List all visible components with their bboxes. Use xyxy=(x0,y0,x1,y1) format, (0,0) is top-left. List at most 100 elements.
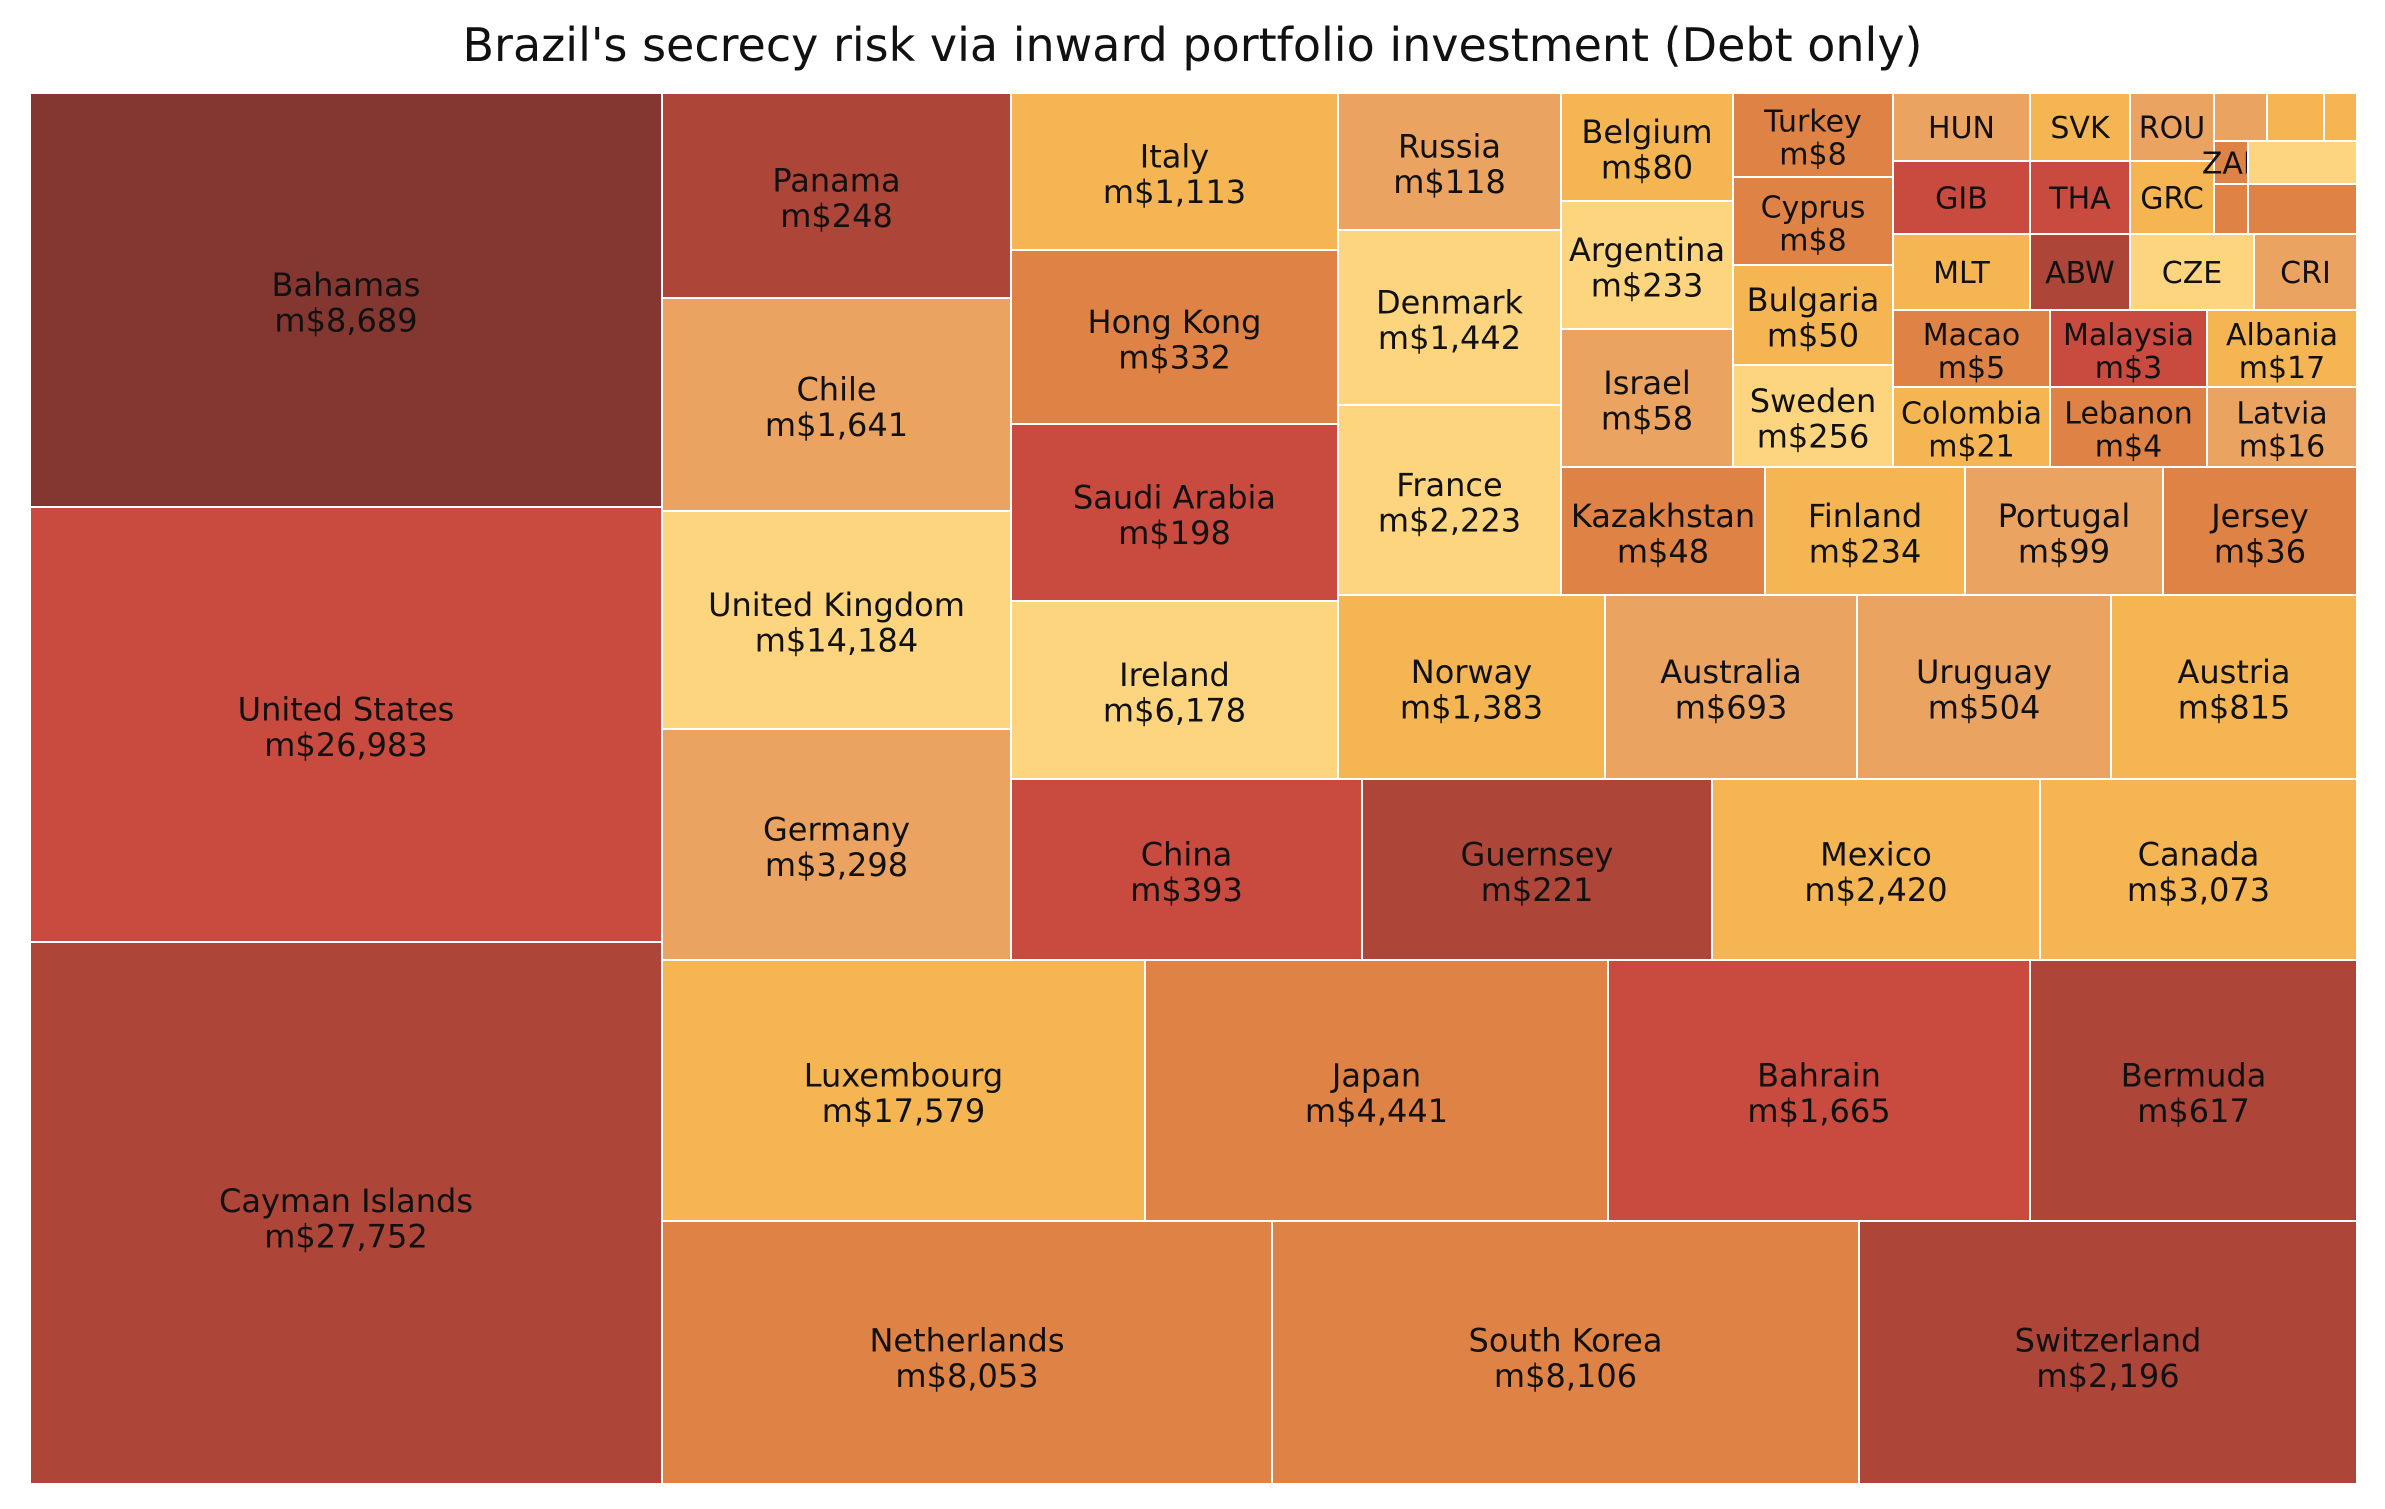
tile-value: m$21 xyxy=(1928,429,2014,464)
tile-value: m$16 xyxy=(2239,429,2325,464)
tile-rect xyxy=(661,510,1012,730)
tile-rect xyxy=(2129,233,2255,311)
tile-rect xyxy=(2110,594,2357,780)
tile-rect xyxy=(1560,200,1734,330)
tile-unlabeled-58 xyxy=(2266,93,2325,142)
tile-rect xyxy=(30,941,663,1483)
tile-rect xyxy=(1892,160,2031,235)
tile-label: Germany xyxy=(763,811,910,849)
tile-label: SVK xyxy=(2050,111,2111,146)
tile-label: Italy xyxy=(1140,138,1209,176)
tile-value: m$1,641 xyxy=(765,406,908,444)
tile-label: Malaysia xyxy=(2063,318,2194,353)
tile-label: MLT xyxy=(1933,256,1990,291)
tile-value: m$99 xyxy=(2018,532,2110,570)
tile-value: m$2,420 xyxy=(1804,871,1947,909)
tile-value: m$2,223 xyxy=(1378,501,1521,539)
tile-value: m$2,196 xyxy=(2036,1357,2179,1395)
tile-value: m$198 xyxy=(1118,514,1231,552)
tile-label: ABW xyxy=(2045,256,2115,291)
tile-value: m$1,113 xyxy=(1103,173,1246,211)
tile-rect xyxy=(2247,183,2357,235)
tile-label: Luxembourg xyxy=(804,1057,1003,1095)
tile-value: m$27,752 xyxy=(264,1217,428,1255)
tile-tha: THA xyxy=(2029,160,2131,235)
tile-grc: GRC xyxy=(2129,160,2215,235)
tile-label: Lebanon xyxy=(2064,396,2192,431)
tile-rect xyxy=(661,297,1012,512)
tile-label: United States xyxy=(238,691,455,729)
tile-value: m$50 xyxy=(1767,316,1859,354)
tile-label: Macao xyxy=(1923,318,2021,353)
tile-value: m$3,073 xyxy=(2127,871,2270,909)
tile-rect xyxy=(30,506,663,943)
tile-rect xyxy=(1604,594,1858,780)
tile-label: Jersey xyxy=(2209,497,2309,535)
tile-value: m$118 xyxy=(1393,163,1506,201)
tile-value: m$815 xyxy=(2178,688,2291,726)
tile-label: Albania xyxy=(2226,318,2338,353)
tile-value: m$58 xyxy=(1601,399,1693,437)
tile-label: Uruguay xyxy=(1916,653,2052,691)
tile-label: Hong Kong xyxy=(1088,303,1262,341)
tile-value: m$17,579 xyxy=(822,1092,986,1130)
tile-value: m$1,665 xyxy=(1747,1092,1890,1130)
tile-label: Canada xyxy=(2138,836,2260,874)
tile-label: Kazakhstan xyxy=(1571,497,1755,535)
tile-label: Portugal xyxy=(1998,497,2131,535)
tile-label: Guernsey xyxy=(1461,836,1614,874)
tile-label: Bahrain xyxy=(1757,1057,1881,1095)
tile-rect xyxy=(1858,1220,2357,1483)
tile-label: ROU xyxy=(2139,111,2205,146)
tile-label: Mexico xyxy=(1820,836,1932,874)
tile-cri: CRI xyxy=(2253,233,2357,311)
tile-value: m$3 xyxy=(2095,351,2162,386)
tile-rect xyxy=(1337,93,1562,231)
tile-rect xyxy=(661,1220,1273,1483)
tile-label: Russia xyxy=(1398,128,1501,166)
tile-label: Ireland xyxy=(1119,656,1230,694)
tile-rect xyxy=(30,93,663,508)
tile-value: m$8,689 xyxy=(274,301,417,339)
tile-value: m$233 xyxy=(1591,266,1704,304)
tile-rect xyxy=(1337,404,1562,596)
tile-rect xyxy=(661,728,1012,961)
chart-title: Brazil's secrecy risk via inward portfol… xyxy=(462,18,1923,72)
tile-value: m$5 xyxy=(1938,351,2005,386)
tile-rect xyxy=(1560,328,1734,468)
tile-label: Sweden xyxy=(1750,382,1876,420)
tile-mlt: MLT xyxy=(1892,233,2031,311)
tile-label: Norway xyxy=(1411,653,1532,691)
tile-rect xyxy=(2129,93,2215,162)
tile-label: GRC xyxy=(2140,181,2204,216)
tile-label: THA xyxy=(2048,181,2111,216)
tile-label: Bahamas xyxy=(272,266,421,304)
tile-value: m$234 xyxy=(1809,532,1922,570)
tile-rect xyxy=(1337,594,1606,780)
tile-rect xyxy=(1337,229,1562,406)
tile-rect xyxy=(2049,386,2208,468)
tile-svk: SVK xyxy=(2029,93,2131,162)
